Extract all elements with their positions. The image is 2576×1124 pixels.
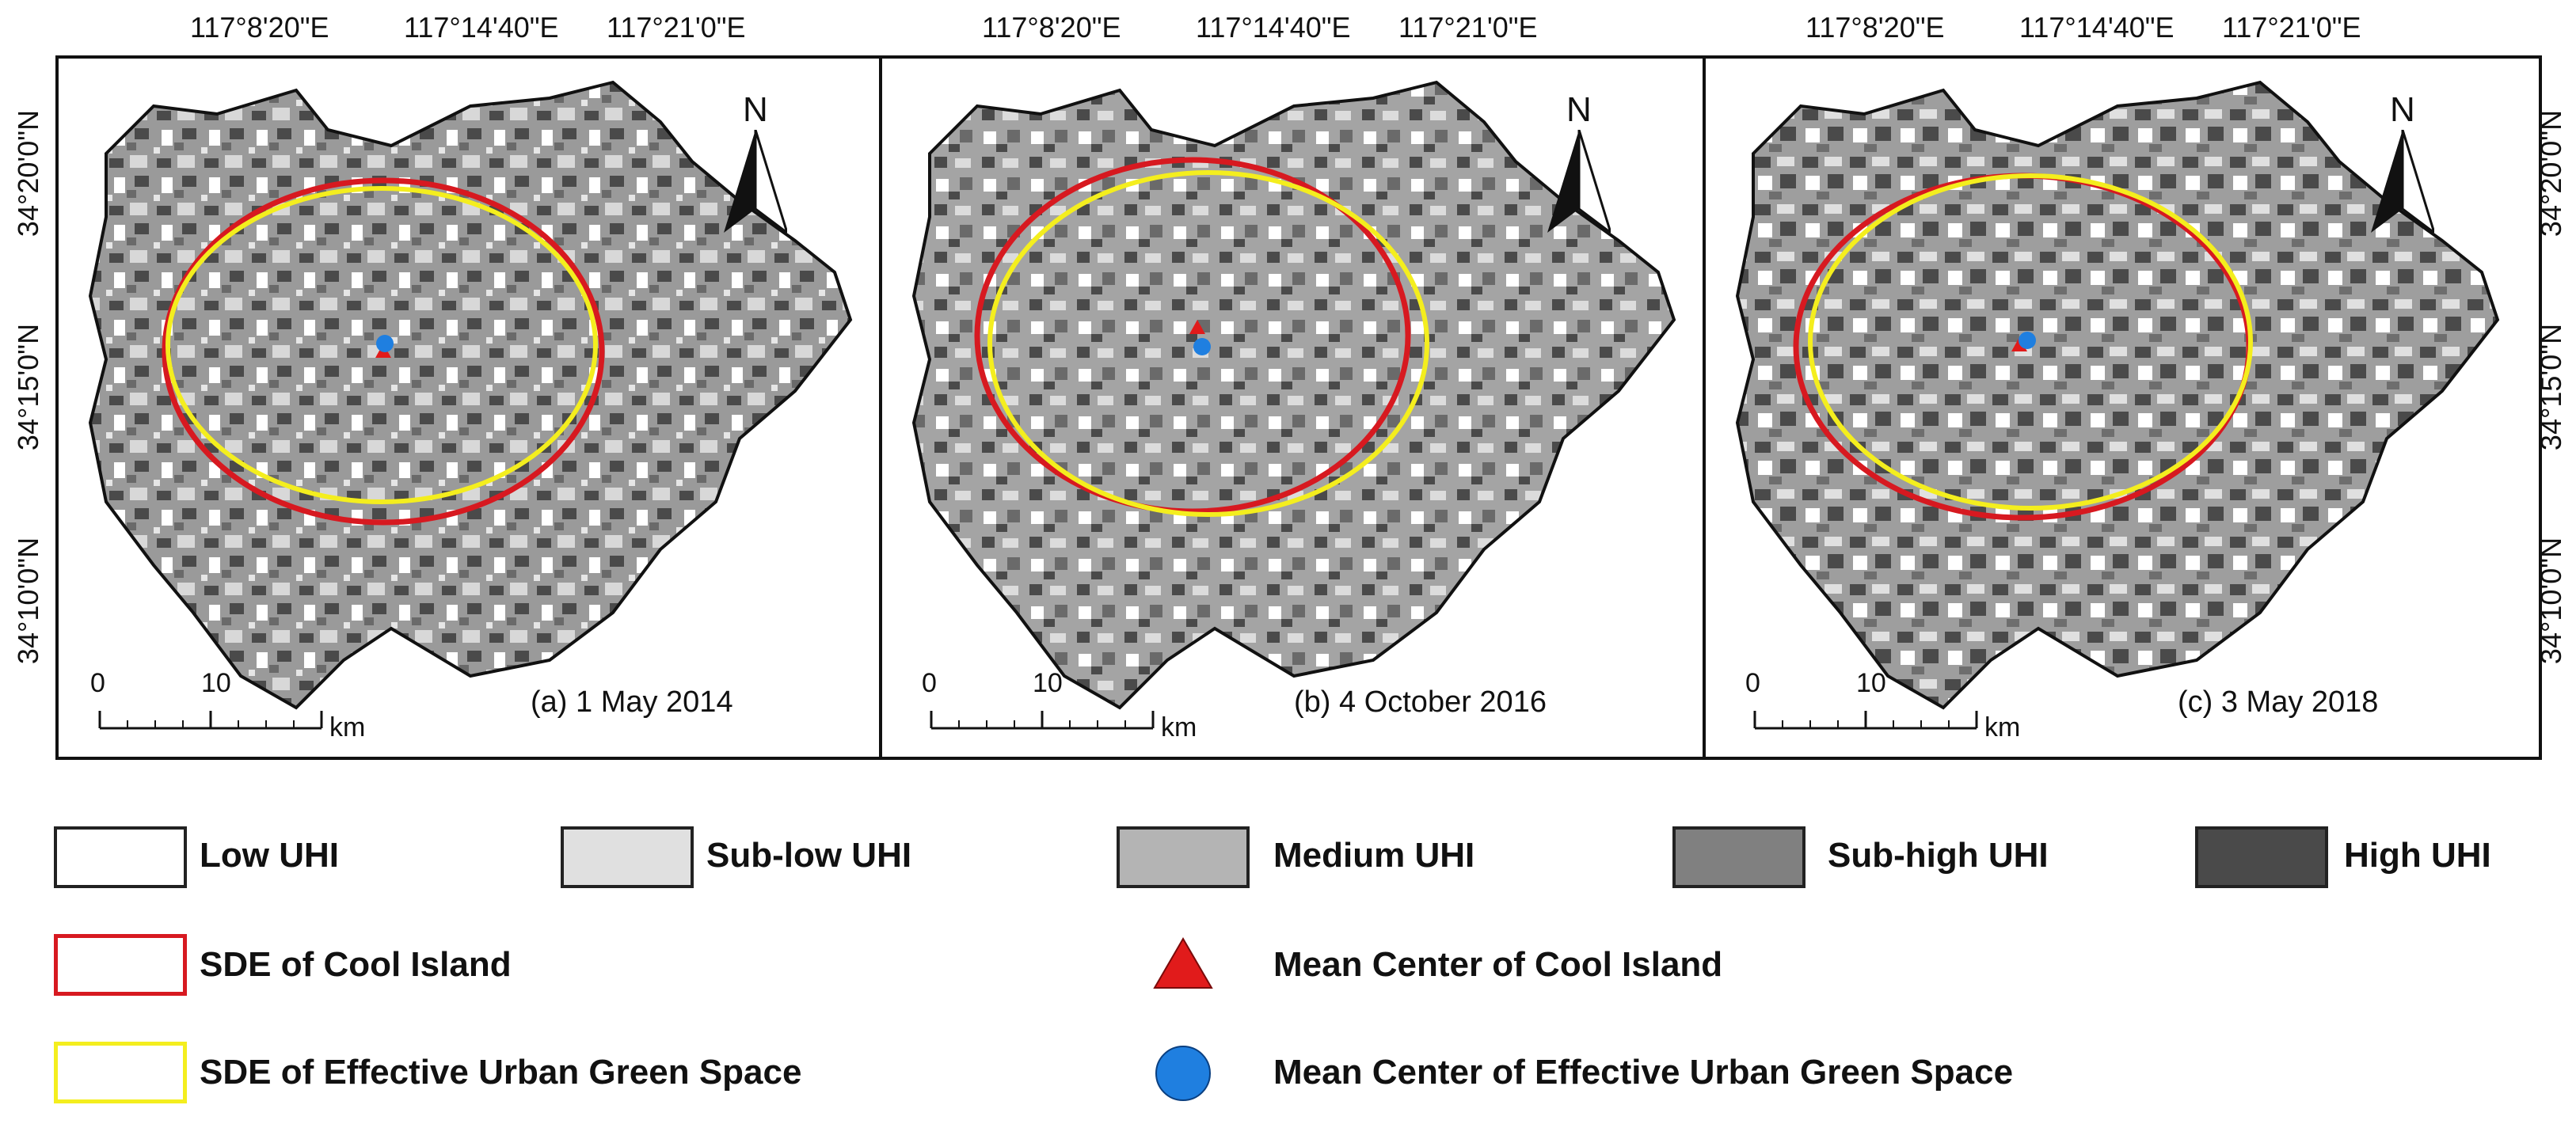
legend-label-sde-green-space: SDE of Effective Urban Green Space	[200, 1053, 802, 1092]
legend-swatch-sde-cool-island	[54, 934, 187, 996]
mean-center-cool-island	[1189, 320, 1205, 334]
uhi-map	[88, 80, 853, 710]
north-arrow-icon	[2371, 130, 2434, 233]
north-arrow: N	[1547, 90, 1611, 233]
legend-label-sub-high-uhi: Sub-high UHI	[1828, 836, 2049, 875]
mean-center-green-space	[1193, 338, 1211, 355]
panel-caption: (b) 4 October 2016	[1294, 685, 1547, 719]
lon-label-3: 117°21'0"E	[1398, 11, 1538, 44]
legend: Low UHI Sub-low UHI Medium UHI Sub-high …	[0, 807, 2576, 1124]
panel-caption: (c) 3 May 2018	[2178, 685, 2379, 719]
scale-bar-graphic	[98, 711, 323, 730]
scale-mid: 10	[1856, 668, 1886, 698]
north-letter: N	[2390, 90, 2415, 129]
scale-bar: 0 10 km	[922, 668, 1239, 747]
north-arrow: N	[2371, 90, 2434, 233]
scale-bar-graphic	[930, 711, 1155, 730]
sde-cool-island	[162, 177, 605, 526]
legend-label-sde-cool-island: SDE of Cool Island	[200, 945, 512, 984]
map-panel-a: 117°8'20"E 117°14'40"E 117°21'0"E	[55, 0, 895, 792]
lat-label-1-right: 34°20'0"N	[2535, 109, 2568, 237]
scale-mid: 10	[1033, 668, 1063, 698]
lon-label-2: 117°14'40"E	[404, 11, 559, 44]
uhi-map	[911, 80, 1676, 710]
city-outline	[88, 80, 853, 710]
sde-cool-island	[974, 157, 1411, 515]
lon-label-1: 117°8'20"E	[982, 11, 1121, 44]
lon-label-1: 117°8'20"E	[190, 11, 329, 44]
lat-label-1-left: 34°20'0"N	[12, 109, 45, 237]
scale-start: 0	[922, 668, 937, 698]
scale-unit: km	[329, 712, 366, 742]
legend-swatch-sub-high-uhi	[1672, 826, 1805, 888]
scale-start: 0	[90, 668, 105, 698]
legend-swatch-medium-uhi	[1117, 826, 1250, 888]
north-letter: N	[1566, 90, 1592, 129]
legend-swatch-sde-green-space	[54, 1042, 187, 1103]
uhi-map	[1735, 80, 2500, 710]
scale-mid: 10	[201, 668, 231, 698]
panel-caption: (a) 1 May 2014	[531, 685, 733, 719]
north-arrow-icon	[724, 130, 787, 233]
sde-green-space	[166, 186, 598, 504]
legend-label-mean-center-green-space: Mean Center of Effective Urban Green Spa…	[1273, 1053, 2014, 1092]
scale-bar: 0 10 km	[1745, 668, 2062, 747]
lon-label-3: 117°21'0"E	[2222, 11, 2361, 44]
lon-label-2: 117°14'40"E	[2019, 11, 2175, 44]
legend-label-sub-low-uhi: Sub-low UHI	[706, 836, 912, 875]
scale-start: 0	[1745, 668, 1760, 698]
lat-label-3-right: 34°10'0"N	[2535, 537, 2568, 665]
sde-green-space	[1808, 173, 2253, 511]
lon-label-2: 117°14'40"E	[1196, 11, 1351, 44]
map-panel-b: 117°8'20"E 117°14'40"E 117°21'0"E N	[879, 0, 1718, 792]
map-panel-c: 117°8'20"E 117°14'40"E 117°21'0"E N	[1703, 0, 2542, 792]
mean-center-cool-triangle-icon	[1153, 937, 1213, 989]
sde-green-space	[987, 170, 1429, 517]
scale-bar-graphic	[1753, 711, 1978, 730]
north-arrow: N	[724, 90, 787, 233]
legend-label-low-uhi: Low UHI	[200, 836, 339, 875]
north-arrow-icon	[1547, 130, 1611, 233]
legend-swatch-low-uhi	[54, 826, 187, 888]
legend-swatch-sub-low-uhi	[561, 826, 694, 888]
lat-label-2-left: 34°15'0"N	[12, 323, 45, 451]
map-frame: N 0 10 km (a) 1 May 2014	[55, 55, 895, 760]
north-letter: N	[743, 90, 768, 129]
scale-unit: km	[1984, 712, 2021, 742]
lon-label-3: 117°21'0"E	[607, 11, 746, 44]
mean-center-green-circle-icon	[1155, 1046, 1211, 1101]
map-frame: N 0 10 km (b) 4 October 201	[879, 55, 1718, 760]
scale-bar: 0 10 km	[90, 668, 407, 747]
city-outline	[1735, 80, 2500, 710]
lat-label-3-left: 34°10'0"N	[12, 537, 45, 665]
city-outline	[911, 80, 1676, 710]
mean-center-green-space	[376, 335, 394, 352]
legend-swatch-high-uhi	[2195, 826, 2328, 888]
legend-label-medium-uhi: Medium UHI	[1273, 836, 1475, 875]
scale-unit: km	[1161, 712, 1197, 742]
mean-center-green-space	[2019, 332, 2036, 349]
lon-label-1: 117°8'20"E	[1805, 11, 1945, 44]
lat-label-2-right: 34°15'0"N	[2535, 323, 2568, 451]
legend-label-high-uhi: High UHI	[2344, 836, 2491, 875]
map-frame: N 0 10 km (c) 3 May 2018	[1703, 55, 2542, 760]
legend-label-mean-center-cool-island: Mean Center of Cool Island	[1273, 945, 1723, 984]
